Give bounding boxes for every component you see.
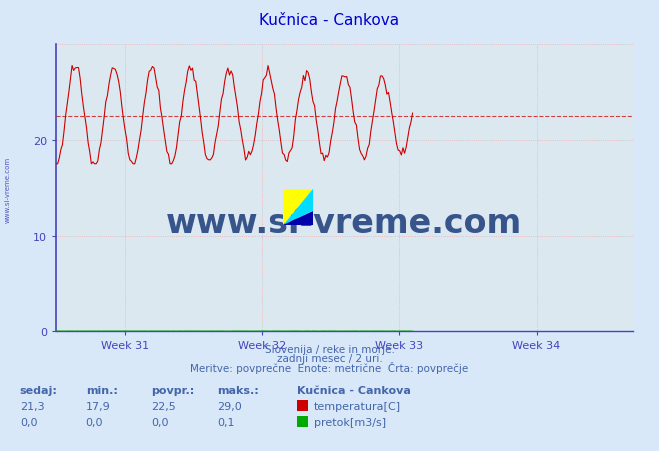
- Text: maks.:: maks.:: [217, 385, 259, 395]
- Text: 21,3: 21,3: [20, 401, 44, 411]
- Text: povpr.:: povpr.:: [152, 385, 195, 395]
- Text: zadnji mesec / 2 uri.: zadnji mesec / 2 uri.: [277, 354, 382, 364]
- Text: www.si-vreme.com: www.si-vreme.com: [166, 206, 523, 239]
- Text: 0,0: 0,0: [152, 417, 169, 427]
- Text: 29,0: 29,0: [217, 401, 243, 411]
- Polygon shape: [283, 189, 313, 226]
- Text: temperatura[C]: temperatura[C]: [314, 401, 401, 411]
- Text: pretok[m3/s]: pretok[m3/s]: [314, 417, 386, 427]
- Text: min.:: min.:: [86, 385, 117, 395]
- Text: 0,0: 0,0: [20, 417, 38, 427]
- Polygon shape: [283, 211, 313, 226]
- Text: Meritve: povprečne  Enote: metrične  Črta: povprečje: Meritve: povprečne Enote: metrične Črta:…: [190, 362, 469, 373]
- Text: www.si-vreme.com: www.si-vreme.com: [5, 156, 11, 222]
- Polygon shape: [283, 189, 313, 226]
- Text: 22,5: 22,5: [152, 401, 177, 411]
- Text: sedaj:: sedaj:: [20, 385, 57, 395]
- Text: 0,0: 0,0: [86, 417, 103, 427]
- Text: Slovenija / reke in morje.: Slovenija / reke in morje.: [264, 345, 395, 354]
- Text: Kučnica - Cankova: Kučnica - Cankova: [297, 385, 411, 395]
- Text: 17,9: 17,9: [86, 401, 111, 411]
- Text: 0,1: 0,1: [217, 417, 235, 427]
- Text: Kučnica - Cankova: Kučnica - Cankova: [260, 13, 399, 28]
